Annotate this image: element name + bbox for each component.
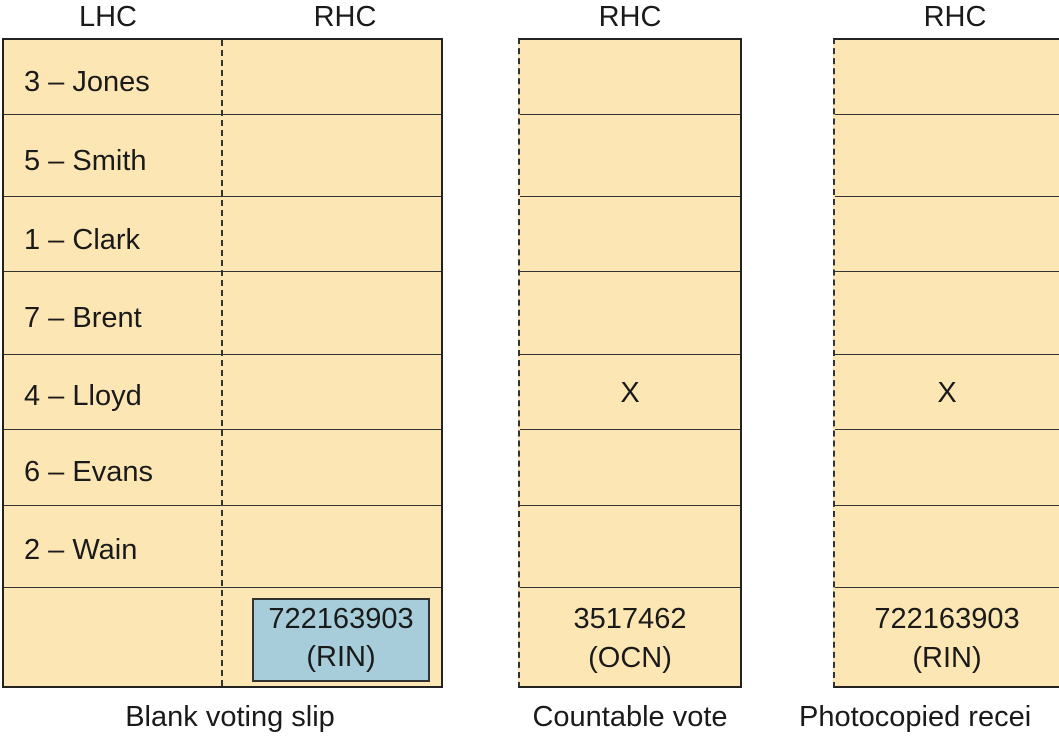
rin-box: 722163903 (RIN) xyxy=(252,598,430,682)
header-lhc: LHC xyxy=(78,1,137,33)
vote-row xyxy=(520,430,740,506)
fold-line xyxy=(221,40,223,686)
photocopied-receipt-slip: X 722163903 (RIN) xyxy=(833,38,1059,688)
code-row: 722163903 (RIN) xyxy=(4,588,441,688)
vote-row xyxy=(520,40,740,115)
candidate-label: 1 – Clark xyxy=(24,224,141,256)
blank-voting-slip: 3 – Jones 5 – Smith 1 – Clark 7 – Brent … xyxy=(2,38,443,688)
vote-row xyxy=(835,197,1059,272)
ocn-number: 3517462 xyxy=(573,603,687,635)
countable-vote-slip: X 3517462 (OCN) xyxy=(518,38,742,688)
vote-row xyxy=(520,197,740,272)
vote-row xyxy=(520,272,740,355)
candidate-label: 6 – Evans xyxy=(24,456,153,488)
candidate-label: 2 – Wain xyxy=(24,534,138,566)
rin-label: (RIN) xyxy=(306,641,376,673)
candidate-label: 4 – Lloyd xyxy=(24,380,142,412)
vote-row xyxy=(835,40,1059,115)
ocn-label: (OCN) xyxy=(588,642,672,674)
code-row: 3517462 (OCN) xyxy=(520,588,740,688)
caption-blank-voting-slip: Blank voting slip xyxy=(125,701,335,733)
header-rhc-receipt: RHC xyxy=(923,1,987,33)
candidate-label: 5 – Smith xyxy=(24,145,147,177)
rin-number: 722163903 xyxy=(268,603,414,635)
rin-label: (RIN) xyxy=(912,642,982,674)
vote-mark: X xyxy=(620,377,640,409)
header-rhc-countable: RHC xyxy=(598,1,662,33)
header-rhc-blank: RHC xyxy=(313,1,377,33)
vote-row xyxy=(835,506,1059,588)
caption-countable-vote: Countable vote xyxy=(532,701,728,733)
rin-number: 722163903 xyxy=(874,603,1020,635)
vote-row xyxy=(520,506,740,588)
vote-mark: X xyxy=(937,377,957,409)
candidate-label: 3 – Jones xyxy=(24,66,150,98)
vote-row xyxy=(835,430,1059,506)
vote-row xyxy=(835,115,1059,197)
candidate-label: 7 – Brent xyxy=(24,302,142,334)
vote-row xyxy=(835,272,1059,355)
vote-row: X xyxy=(835,355,1059,430)
vote-row xyxy=(520,115,740,197)
code-row: 722163903 (RIN) xyxy=(835,588,1059,688)
vote-row: X xyxy=(520,355,740,430)
caption-photocopied-receipt: Photocopied recei xyxy=(799,701,1032,733)
